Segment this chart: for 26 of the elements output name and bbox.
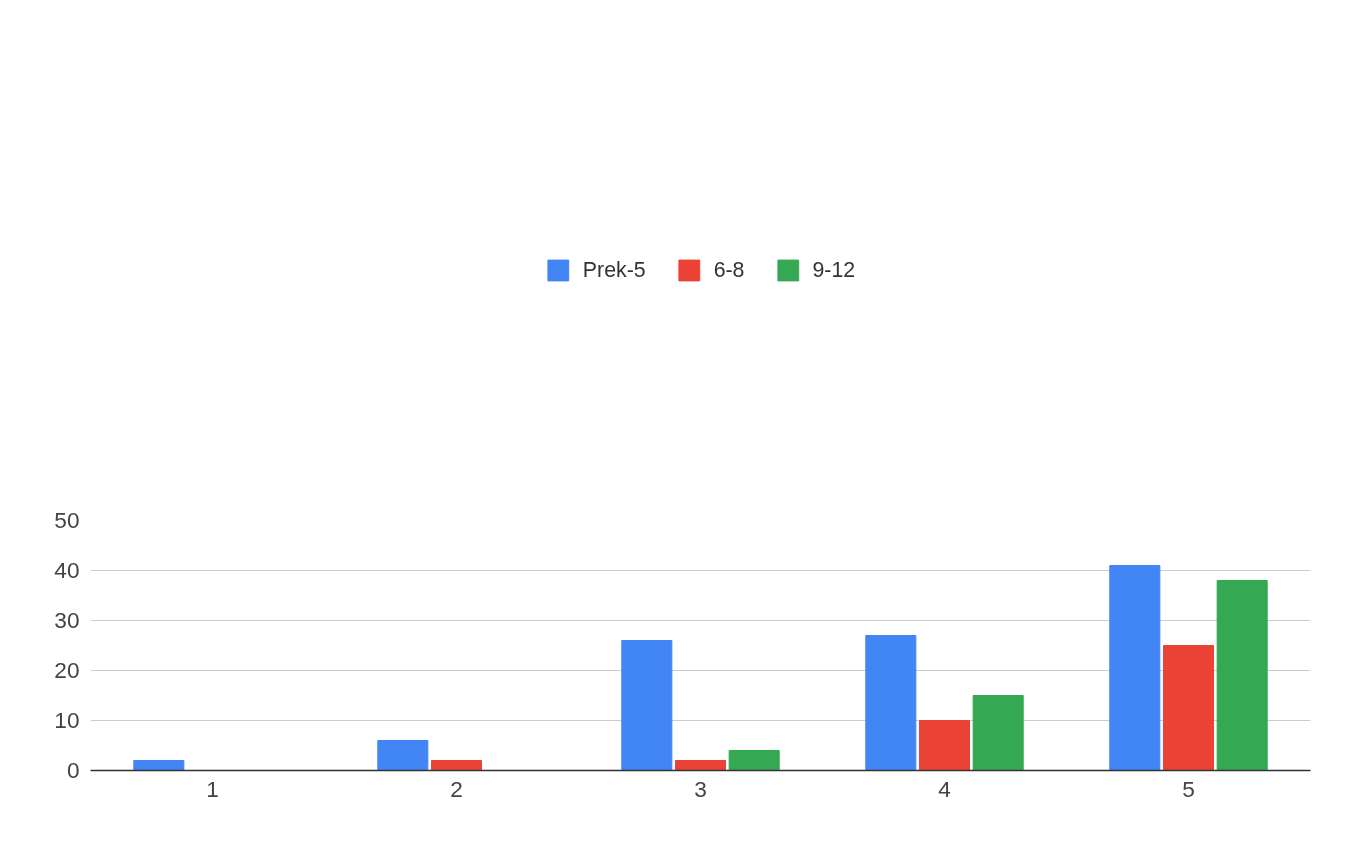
y-tick-label: 10 bbox=[54, 707, 80, 733]
legend-label: 9-12 bbox=[812, 257, 856, 283]
bar bbox=[1216, 580, 1268, 771]
legend-label: 6-8 bbox=[713, 257, 745, 283]
bar bbox=[621, 640, 673, 771]
x-tick-label: 4 bbox=[938, 775, 951, 802]
bar bbox=[430, 760, 483, 771]
bar bbox=[377, 740, 429, 771]
y-tick-label: 0 bbox=[66, 757, 80, 783]
bar bbox=[972, 695, 1024, 771]
bar bbox=[133, 760, 185, 771]
x-tick-label: 1 bbox=[206, 775, 219, 802]
legend-label: Prek-5 bbox=[582, 257, 646, 283]
bar bbox=[728, 750, 780, 771]
bar bbox=[1162, 645, 1215, 771]
y-tick-label: 50 bbox=[54, 507, 80, 533]
bar bbox=[674, 760, 727, 771]
x-tick-label: 5 bbox=[1182, 775, 1195, 802]
x-tick-label: 3 bbox=[694, 775, 707, 802]
bar bbox=[865, 635, 917, 771]
y-tick-label: 30 bbox=[54, 607, 80, 633]
y-tick-label: 40 bbox=[54, 557, 80, 583]
y-tick-label: 20 bbox=[54, 657, 80, 683]
bar bbox=[918, 720, 971, 771]
x-tick-label: 2 bbox=[450, 775, 463, 802]
bar bbox=[1109, 565, 1161, 771]
